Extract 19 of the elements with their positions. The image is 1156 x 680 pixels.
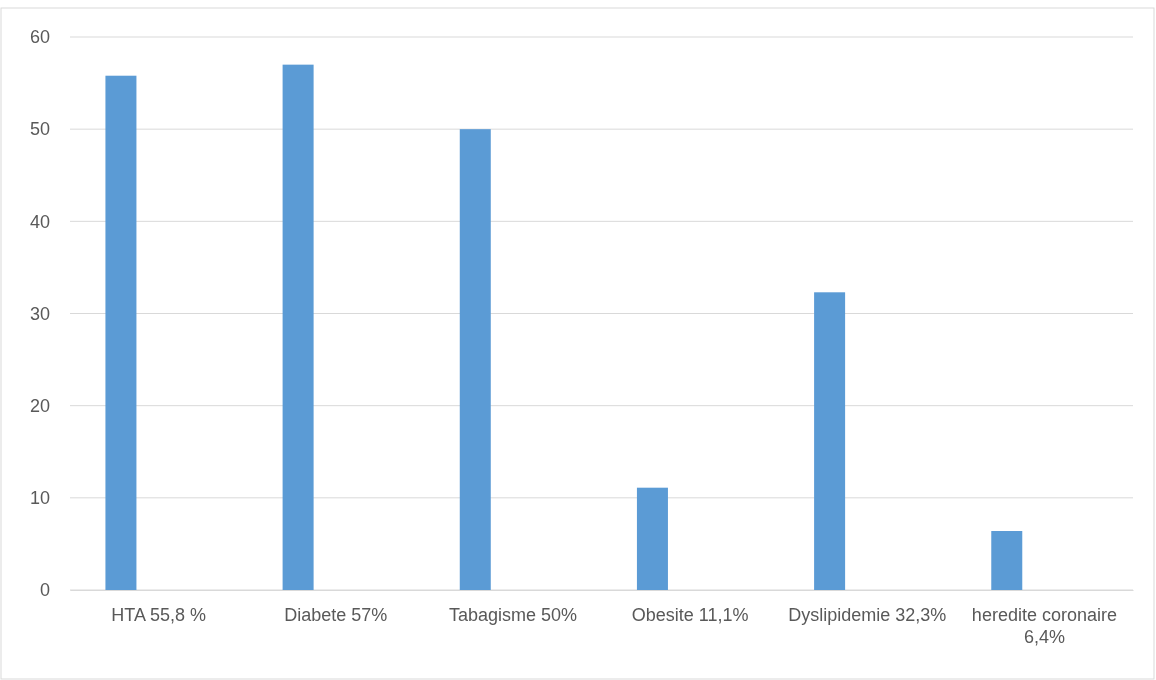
bar [459,129,491,590]
x-tick-label: HTA 55,8 % [111,604,206,625]
y-tick-label: 60 [29,27,50,48]
x-tick-label: Dyslipidemie 32,3% [788,604,947,625]
bar [991,531,1023,590]
bar [282,64,314,590]
bar [636,487,668,590]
y-tick-label: 30 [29,303,50,324]
y-tick-label: 10 [29,488,50,509]
bar [814,292,846,590]
y-tick-label: 40 [29,211,50,232]
x-tick-label: Diabete 57% [284,604,388,625]
bar [105,75,137,590]
y-tick-label: 20 [29,395,50,416]
x-tick-label: Tabagisme 50% [448,604,577,625]
x-tick-label: Obesite 11,1% [631,604,749,625]
y-tick-label: 0 [39,580,50,601]
y-tick-label: 50 [29,119,50,140]
x-tick-label: heredite coronaire 6,4% [971,604,1117,648]
